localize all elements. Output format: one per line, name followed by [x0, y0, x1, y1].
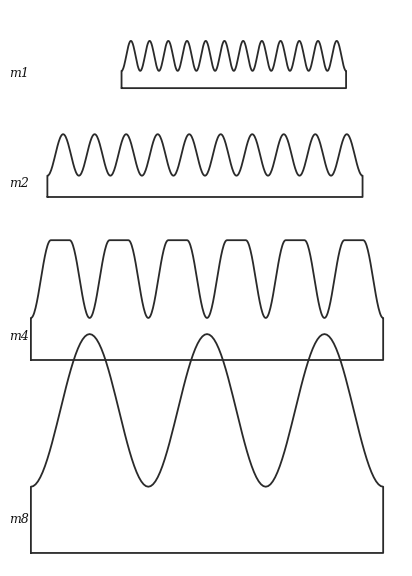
- Text: m2: m2: [9, 177, 29, 190]
- Text: m8: m8: [9, 513, 29, 526]
- Text: m4: m4: [9, 331, 29, 343]
- Text: m1: m1: [9, 67, 29, 80]
